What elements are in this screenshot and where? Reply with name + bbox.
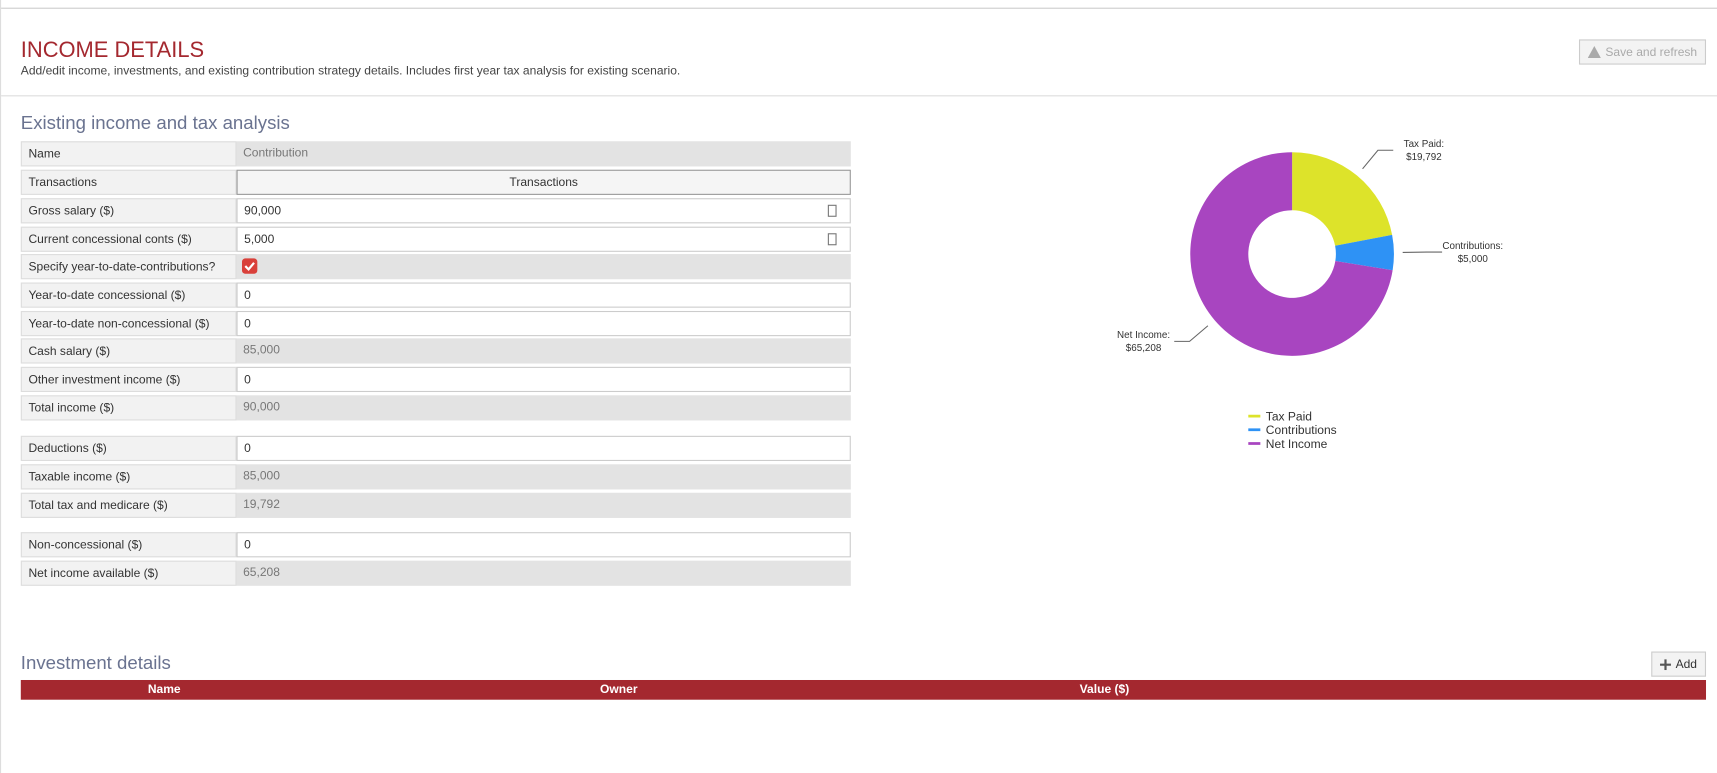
field-input[interactable]: 0 (236, 310, 851, 337)
form-row: Net income available ($) 65,208 (20, 560, 851, 586)
data-label: $19,792 (1406, 152, 1442, 163)
data-label: $65,208 (1126, 343, 1162, 354)
form-row: Gross salary ($) 90,000 (20, 198, 851, 224)
field-input[interactable]: 5,000 (236, 226, 851, 252)
form-row: Total income ($) 90,000 (20, 395, 851, 421)
save-button[interactable]: Save and refresh (1578, 39, 1707, 65)
top-border (1, 7, 1717, 9)
field-value: 65,208 (236, 560, 851, 586)
data-label-name: Tax Paid: (1404, 139, 1445, 150)
field-label: Net income available ($) (20, 560, 237, 586)
leader-line (1174, 325, 1209, 342)
legend-label: Net Income (1266, 437, 1328, 451)
field-label: Other investment income ($) (20, 366, 237, 393)
field-value (236, 254, 851, 280)
pie-slice (1292, 152, 1393, 246)
table-header: Name Owner Value ($) (20, 679, 1707, 700)
plus-icon (1660, 658, 1672, 670)
field-value: 90,000 (236, 395, 851, 421)
form-row: Taxable income ($) 85,000 (20, 464, 851, 490)
legend-label: Contributions (1266, 423, 1337, 437)
field-label: Total tax and medicare ($) (20, 492, 237, 518)
field-label: Name (20, 141, 237, 167)
calc-icon[interactable] (827, 233, 837, 246)
field-label: Taxable income ($) (20, 464, 237, 490)
data-label-name: Net Income: (1117, 330, 1170, 341)
form-row: Current concessional conts ($) 5,000 (20, 226, 851, 252)
pie-slice (1190, 152, 1393, 356)
leader-line (1362, 149, 1394, 170)
check-mark (244, 262, 255, 271)
field-input[interactable]: 0 (236, 366, 851, 393)
page-title: INCOME DETAILS (20, 38, 205, 63)
field-label: Gross salary ($) (20, 198, 237, 224)
form-row: Year-to-date concessional ($) 0 (20, 282, 851, 308)
field-label: Year-to-date non-concessional ($) (20, 310, 237, 337)
transactions-button[interactable]: Transactions (236, 169, 851, 195)
field-label: Current concessional conts ($) (20, 226, 237, 252)
donut-chart: Tax Paid: $19,792 Contributions: $5,000 Net … (1117, 139, 1503, 451)
form-row: Name Contribution (20, 141, 851, 167)
field-label: Non-concessional ($) (20, 532, 237, 558)
column-header: Name (147, 683, 181, 697)
checkbox[interactable] (241, 258, 258, 274)
input-text: 90,000 (244, 204, 282, 218)
field-label: Cash salary ($) (20, 338, 237, 364)
add-label: Add (1675, 657, 1698, 671)
data-label: $5,000 (1458, 254, 1489, 265)
form-row: Non-concessional ($) 0 (20, 532, 851, 558)
pie-slice (1335, 234, 1394, 271)
form-row: Deductions ($) 0 (20, 435, 851, 461)
form-row: Specify year-to-date-contributions? (20, 254, 851, 280)
field-label: Transactions (20, 169, 237, 195)
legend-label: Tax Paid (1266, 409, 1312, 423)
field-value: 85,000 (236, 338, 851, 364)
form-row: Transactions Transactions (20, 169, 851, 195)
add-button[interactable]: Add (1651, 651, 1707, 677)
field-label: Year-to-date concessional ($) (20, 282, 237, 308)
field-label: Specify year-to-date-contributions? (20, 254, 237, 280)
field-value: Contribution (236, 141, 851, 167)
field-input[interactable]: 0 (236, 282, 851, 308)
save-label: Save and refresh (1605, 45, 1698, 59)
field-input[interactable]: 0 (236, 532, 851, 558)
column-header: Value ($) (1079, 683, 1130, 697)
field-value: 85,000 (236, 464, 851, 490)
section-title: Investment details (20, 652, 171, 674)
form-row: Year-to-date non-concessional ($) 0 (20, 310, 851, 337)
form-row: Other investment income ($) 0 (20, 366, 851, 393)
input-text: 5,000 (244, 233, 275, 247)
field-input[interactable]: 90,000 (236, 198, 851, 224)
form-row: Total tax and medicare ($) 19,792 (20, 492, 851, 518)
form-row: Cash salary ($) 85,000 (20, 338, 851, 364)
warning-icon (1587, 45, 1602, 59)
section-title: Existing income and tax analysis (20, 112, 290, 134)
divider (1, 95, 1717, 97)
page-subtitle: Add/edit income, investments, and existi… (20, 64, 681, 78)
column-header: Owner (600, 683, 638, 697)
calc-icon[interactable] (827, 204, 837, 217)
field-value: 19,792 (236, 492, 851, 518)
field-input[interactable]: 0 (236, 435, 851, 461)
data-label-name: Contributions: (1442, 241, 1503, 252)
field-label: Deductions ($) (20, 435, 237, 461)
field-label: Total income ($) (20, 395, 237, 421)
